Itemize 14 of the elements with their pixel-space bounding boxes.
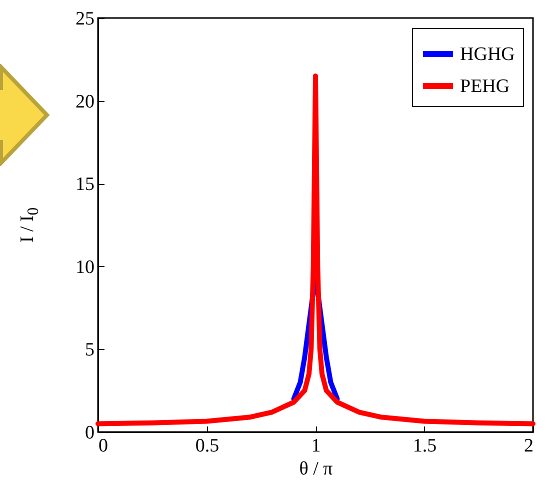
x-tick-label: 0.5 <box>195 436 220 456</box>
y-tick-label: 25 <box>76 8 94 30</box>
y-tick-label: 10 <box>76 256 94 278</box>
x-tick-label: 2 <box>524 436 534 456</box>
x-tick-label: 0 <box>98 436 108 456</box>
y-tick-label: 0 <box>85 422 94 444</box>
x-axis-title: θ / π <box>299 458 334 480</box>
legend-label: PEHG <box>460 76 510 97</box>
x-tick-label: 1.5 <box>412 436 437 456</box>
legend-label: HGHG <box>460 44 516 65</box>
y-tick-label: 20 <box>76 91 94 112</box>
y-tick-label: 15 <box>76 174 94 196</box>
y-tick-label: 5 <box>85 340 94 361</box>
x-tick-label: 1 <box>311 436 321 456</box>
